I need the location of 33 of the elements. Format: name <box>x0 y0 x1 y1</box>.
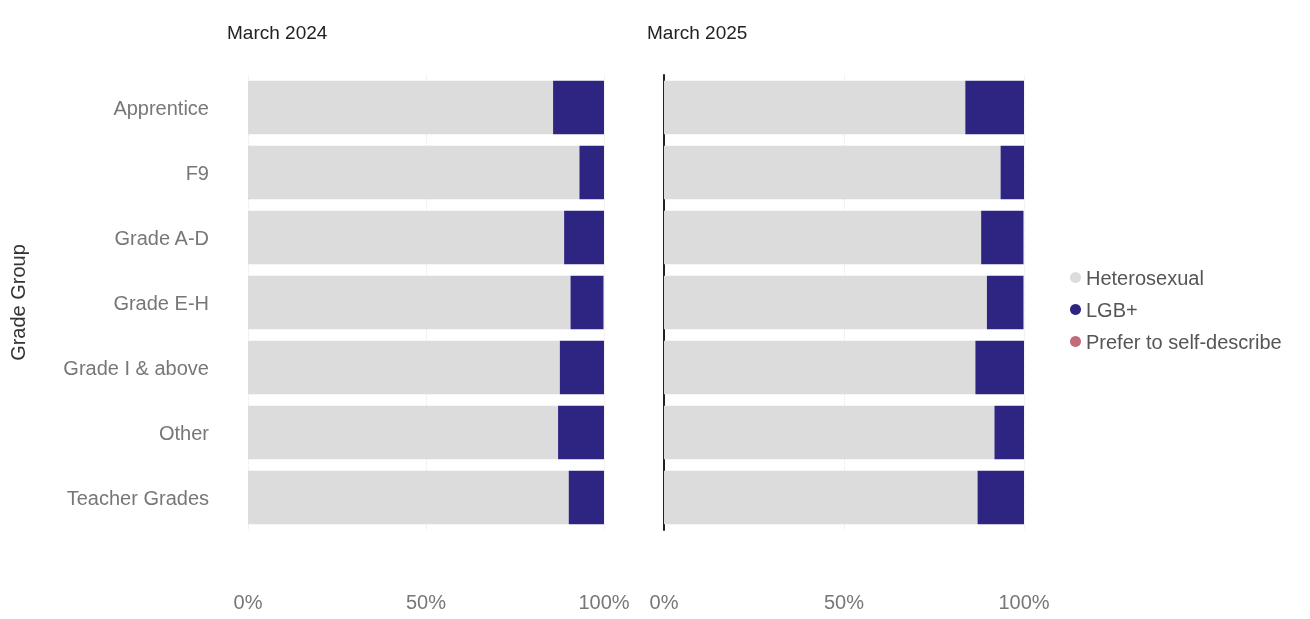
y-tick-label: Apprentice <box>113 96 209 119</box>
legend-label: Prefer to self-describe <box>1086 330 1282 353</box>
bar <box>559 340 604 395</box>
y-tick-label: Grade I & above <box>63 356 209 379</box>
bar <box>570 275 604 330</box>
legend-label: LGB+ <box>1086 298 1138 321</box>
bar <box>977 470 1024 525</box>
bar <box>994 405 1024 460</box>
legend-label: Heterosexual <box>1086 266 1204 289</box>
x-tick-label: 100% <box>998 591 1050 613</box>
bar <box>558 405 604 460</box>
y-tick-label: Grade E-H <box>113 291 209 314</box>
bar <box>568 470 604 525</box>
y-tick-label: Other <box>158 421 210 444</box>
x-tick-label: 0% <box>233 591 263 613</box>
y-tick-label: Teacher Grades <box>66 486 209 509</box>
y-tick-label: F9 <box>185 161 209 184</box>
chart-title: March 2024 <box>227 22 328 43</box>
bar <box>579 145 604 200</box>
bar <box>564 210 604 265</box>
bar <box>553 80 604 135</box>
bar <box>981 210 1024 265</box>
bar <box>1000 145 1024 200</box>
y-tick-label: Grade A-D <box>114 226 209 249</box>
x-tick-label: 50% <box>405 591 447 613</box>
bar <box>965 80 1024 135</box>
x-tick-label: 100% <box>578 591 630 613</box>
y-axis-title: Grade Group <box>7 244 29 361</box>
x-tick-label: 50% <box>823 591 865 613</box>
x-tick-label: 0% <box>649 591 679 613</box>
bar <box>986 275 1024 330</box>
chart-title: March 2025 <box>647 22 748 43</box>
bar <box>975 340 1024 395</box>
